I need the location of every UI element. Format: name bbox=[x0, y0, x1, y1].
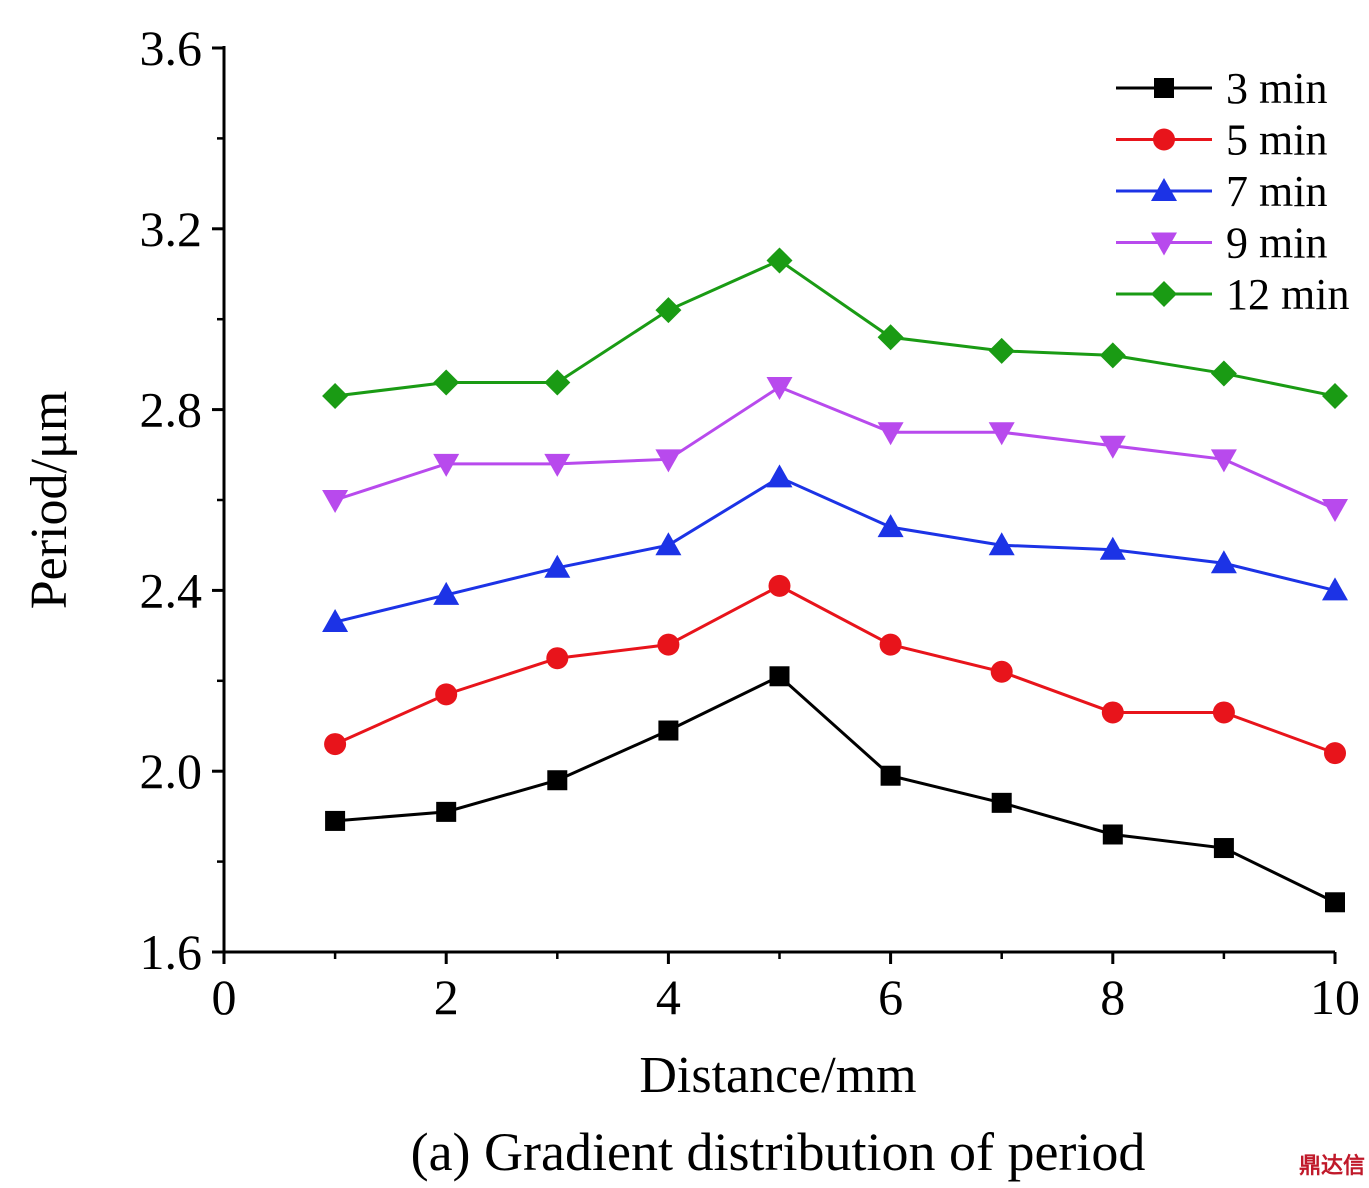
data-point-5-min bbox=[1101, 701, 1124, 724]
legend-marker bbox=[1151, 281, 1177, 307]
data-point-12-min bbox=[1210, 360, 1237, 387]
data-point-12-min bbox=[322, 383, 349, 410]
legend-marker bbox=[1154, 78, 1174, 98]
series-9-min bbox=[322, 377, 1348, 523]
x-tick-label: 4 bbox=[656, 969, 681, 1025]
axes: 1.6 2.0 2.4 2.8 3.2 3.6 0 2 4 6 8 10 bbox=[140, 20, 1361, 1025]
data-point-3-min bbox=[1102, 824, 1123, 845]
y-tick-label: 2.4 bbox=[140, 562, 203, 618]
data-point-5-min bbox=[1324, 742, 1346, 765]
data-point-5-min bbox=[435, 683, 458, 706]
series-5-min bbox=[324, 574, 1346, 765]
data-point-7-min bbox=[1322, 577, 1348, 601]
legend-item: 12 min bbox=[1116, 270, 1349, 319]
data-point-5-min bbox=[990, 660, 1013, 683]
y-tick-label: 3.2 bbox=[140, 201, 203, 257]
legend-label: 7 min bbox=[1226, 167, 1327, 216]
data-point-12-min bbox=[877, 324, 904, 351]
series-line-9-min bbox=[334, 385, 1336, 511]
data-point-7-min bbox=[433, 581, 460, 605]
series-3-min bbox=[325, 666, 1345, 913]
data-point-3-min bbox=[1325, 892, 1345, 913]
data-point-5-min bbox=[879, 633, 902, 656]
data-point-5-min bbox=[768, 574, 791, 597]
legend-label: 9 min bbox=[1226, 219, 1327, 268]
x-tick-label: 2 bbox=[434, 969, 459, 1025]
x-tick-label: 8 bbox=[1100, 969, 1125, 1025]
data-point-12-min bbox=[433, 369, 460, 396]
data-point-9-min bbox=[322, 490, 349, 513]
data-point-9-min bbox=[988, 422, 1015, 446]
data-point-3-min bbox=[991, 792, 1012, 813]
x-tick-label: 6 bbox=[878, 969, 903, 1025]
data-point-3-min bbox=[1213, 838, 1234, 859]
legend-item: 7 min bbox=[1116, 167, 1327, 216]
data-point-12-min bbox=[655, 297, 682, 324]
legend-item: 9 min bbox=[1116, 219, 1327, 268]
data-point-12-min bbox=[1099, 342, 1126, 369]
data-point-7-min bbox=[1210, 550, 1237, 574]
y-axis-title: Period/μm bbox=[21, 391, 78, 610]
data-point-9-min bbox=[1099, 435, 1126, 459]
data-point-5-min bbox=[324, 733, 347, 756]
watermark-logo: 鼎达信 bbox=[1298, 1154, 1365, 1179]
data-point-5-min bbox=[1212, 701, 1235, 724]
series-line-7-min bbox=[334, 475, 1336, 624]
x-tick-label: 10 bbox=[1310, 969, 1360, 1025]
data-point-12-min bbox=[766, 247, 793, 274]
data-point-9-min bbox=[1210, 449, 1237, 473]
data-point-3-min bbox=[769, 666, 790, 687]
data-point-3-min bbox=[436, 801, 457, 822]
data-point-9-min bbox=[766, 377, 793, 400]
legend-marker bbox=[1153, 128, 1175, 151]
series-line-5-min bbox=[334, 584, 1336, 755]
data-point-3-min bbox=[547, 770, 568, 791]
data-point-7-min bbox=[988, 532, 1015, 556]
data-point-12-min bbox=[988, 337, 1015, 364]
y-tick-label: 1.6 bbox=[140, 924, 203, 980]
data-point-3-min bbox=[658, 720, 679, 741]
data-point-9-min bbox=[544, 453, 571, 477]
data-point-3-min bbox=[325, 810, 346, 831]
x-tick-label: 0 bbox=[212, 969, 237, 1025]
x-axis-title: Distance/mm bbox=[639, 1047, 916, 1104]
legend-label: 3 min bbox=[1226, 64, 1327, 113]
data-point-7-min bbox=[322, 609, 349, 633]
legend-item: 3 min bbox=[1116, 64, 1327, 113]
series-7-min bbox=[322, 464, 1348, 633]
chart-caption: (a) Gradient distribution of period bbox=[411, 1122, 1146, 1182]
data-point-12-min bbox=[1322, 383, 1348, 410]
data-point-5-min bbox=[657, 633, 680, 656]
data-point-3-min bbox=[880, 765, 901, 786]
data-point-12-min bbox=[544, 369, 571, 396]
legend-label: 12 min bbox=[1226, 270, 1349, 319]
series-layer bbox=[322, 247, 1348, 913]
y-tick-label: 2.8 bbox=[140, 382, 203, 438]
series-12-min bbox=[322, 247, 1348, 410]
legend-marker bbox=[1151, 232, 1177, 256]
y-tick-label: 3.6 bbox=[140, 20, 203, 76]
data-point-9-min bbox=[877, 422, 904, 446]
data-point-7-min bbox=[544, 554, 571, 578]
series-line-3-min bbox=[334, 674, 1336, 904]
data-point-7-min bbox=[877, 514, 904, 538]
data-point-9-min bbox=[433, 453, 460, 477]
data-point-7-min bbox=[766, 464, 793, 488]
legend-marker bbox=[1151, 178, 1177, 201]
y-tick-label: 2.0 bbox=[140, 743, 203, 799]
series-line-12-min bbox=[334, 258, 1336, 398]
legend-label: 5 min bbox=[1226, 116, 1327, 165]
data-point-9-min bbox=[655, 449, 682, 473]
data-point-9-min bbox=[1322, 499, 1348, 523]
legend-item: 5 min bbox=[1116, 116, 1327, 165]
data-point-7-min bbox=[1099, 536, 1126, 560]
data-point-7-min bbox=[655, 532, 682, 556]
data-point-5-min bbox=[546, 647, 569, 670]
